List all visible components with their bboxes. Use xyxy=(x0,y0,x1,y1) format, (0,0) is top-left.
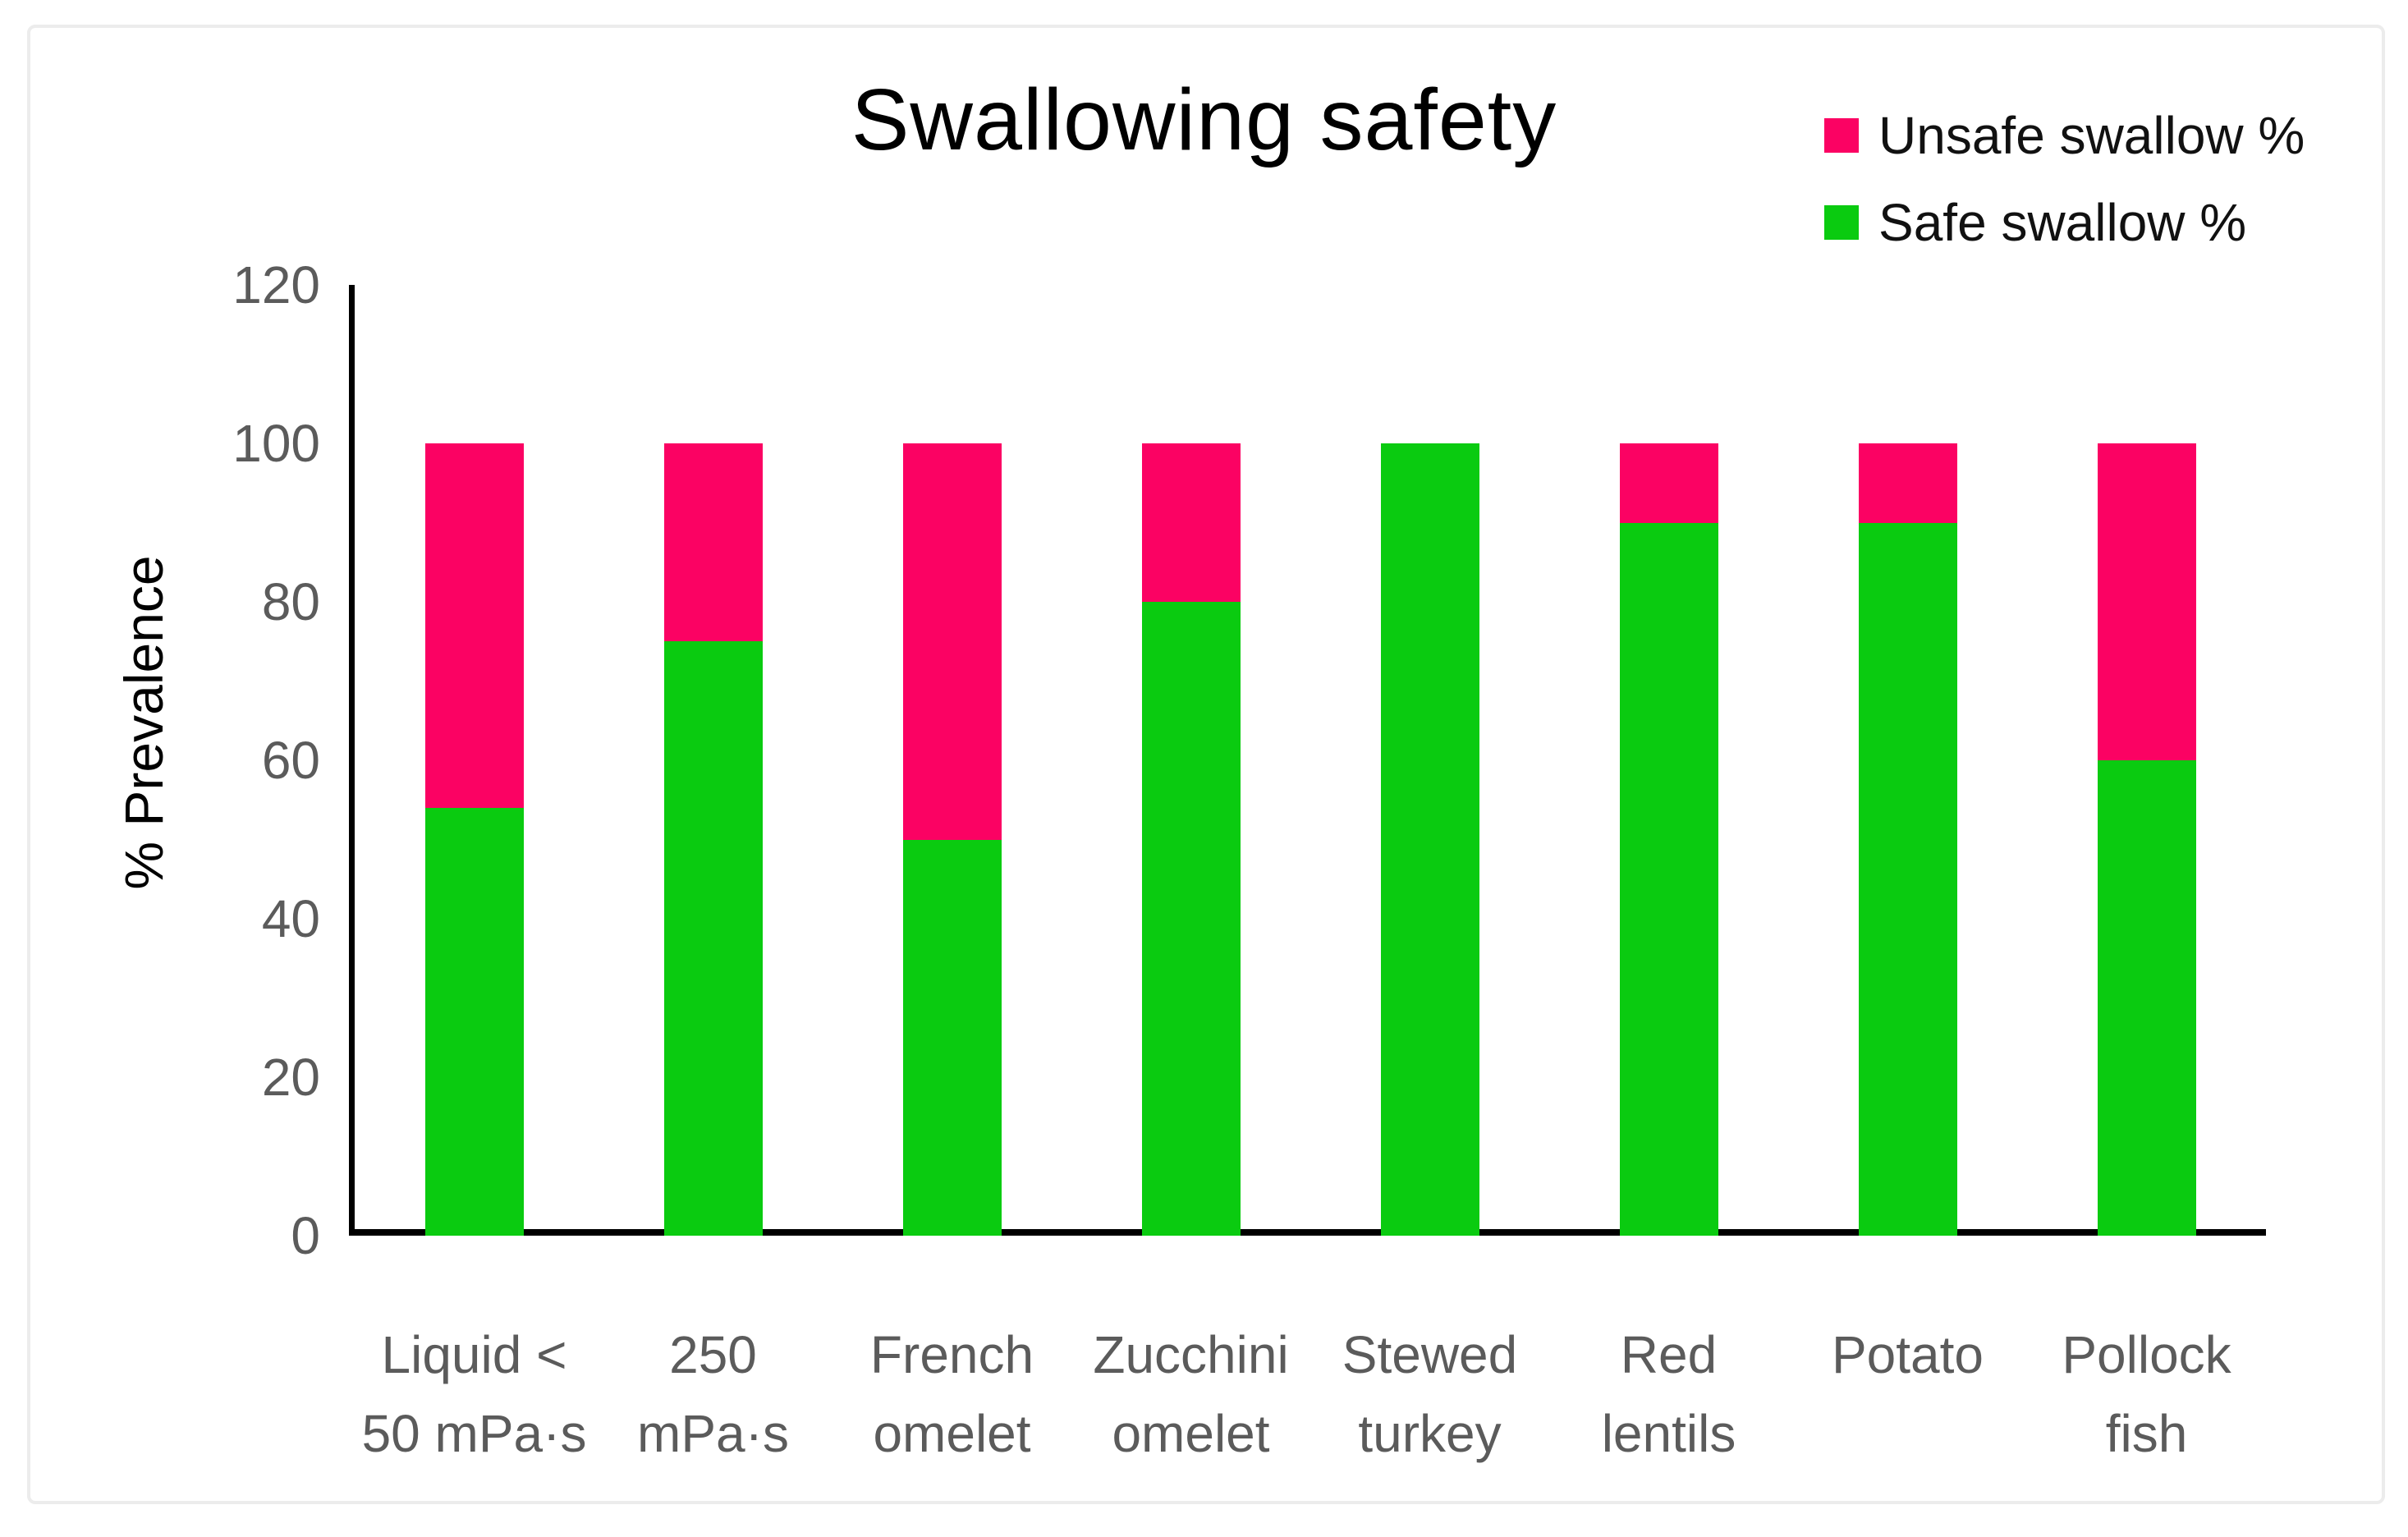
y-tick-label: 100 xyxy=(232,414,320,473)
y-tick-label: 120 xyxy=(232,255,320,314)
legend-item: Unsafe swallow % xyxy=(1824,105,2305,166)
category-label: Potato xyxy=(1831,1325,1984,1384)
bar-slot xyxy=(1310,443,1549,1236)
category-label: Liquid < 50 mPa·s xyxy=(361,1325,587,1463)
bar-slot xyxy=(1788,443,2027,1236)
category-label: Pollock fish xyxy=(2062,1325,2231,1463)
category-label: Red lentils xyxy=(1601,1325,1736,1463)
bar-segment-safe xyxy=(1619,522,1718,1236)
plot-area xyxy=(355,443,2266,1236)
bar-slot xyxy=(355,443,594,1236)
bar-segment-safe xyxy=(424,807,524,1236)
y-axis-line xyxy=(349,285,355,1236)
bar-segment-unsafe xyxy=(1619,443,1718,523)
legend-item: Safe swallow % xyxy=(1824,192,2305,253)
category-label: Stewed turkey xyxy=(1342,1325,1518,1463)
y-tick-label: 60 xyxy=(261,731,320,790)
category-label: French omelet xyxy=(869,1325,1034,1463)
bar-segment-safe xyxy=(2097,760,2196,1236)
stacked-bar xyxy=(1619,443,1718,1236)
bar-slot xyxy=(832,443,1071,1236)
category-label: 250 mPa·s xyxy=(637,1325,789,1463)
legend-label: Safe swallow % xyxy=(1878,193,2247,252)
x-axis-category-labels: Liquid < 50 mPa·s 250 mPa·s French omelet Z… xyxy=(355,1315,2266,1473)
stacked-bar xyxy=(1858,443,1957,1236)
bar-slot xyxy=(1549,443,1788,1236)
stacked-bar xyxy=(424,443,524,1236)
bar-segment-unsafe xyxy=(1141,443,1241,602)
y-tick-label: 20 xyxy=(261,1048,320,1107)
x-axis-line xyxy=(349,1229,2266,1236)
legend-swatch-icon xyxy=(1824,205,1859,240)
legend-swatch-icon xyxy=(1824,118,1859,153)
bar-segment-safe xyxy=(1858,522,1957,1236)
stacked-bar xyxy=(902,443,1002,1236)
bar-segment-unsafe xyxy=(2097,443,2196,760)
stacked-bar xyxy=(663,443,763,1236)
bar-segment-safe xyxy=(1380,443,1479,1236)
category-label: Zucchini omelet xyxy=(1093,1325,1289,1463)
bar-slot xyxy=(1071,443,1310,1236)
stacked-bar xyxy=(2097,443,2196,1236)
bar-segment-unsafe xyxy=(424,443,524,808)
stacked-bar xyxy=(1380,443,1479,1236)
bar-slot xyxy=(594,443,832,1236)
bar-segment-unsafe xyxy=(1858,443,1957,523)
bar-slot xyxy=(2027,443,2266,1236)
bar-segment-unsafe xyxy=(902,443,1002,840)
legend-label: Unsafe swallow % xyxy=(1878,106,2305,165)
stacked-bar xyxy=(1141,443,1241,1236)
chart-legend: Unsafe swallow % Safe swallow % xyxy=(1824,105,2305,253)
bar-segment-safe xyxy=(663,641,763,1236)
bar-segment-unsafe xyxy=(663,443,763,642)
bar-segment-safe xyxy=(902,839,1002,1236)
y-tick-label: 40 xyxy=(261,889,320,948)
chart-title: Swallowing safety xyxy=(851,71,1557,168)
y-tick-label: 0 xyxy=(291,1206,320,1265)
bar-segment-safe xyxy=(1141,602,1241,1236)
y-tick-label: 80 xyxy=(261,572,320,631)
